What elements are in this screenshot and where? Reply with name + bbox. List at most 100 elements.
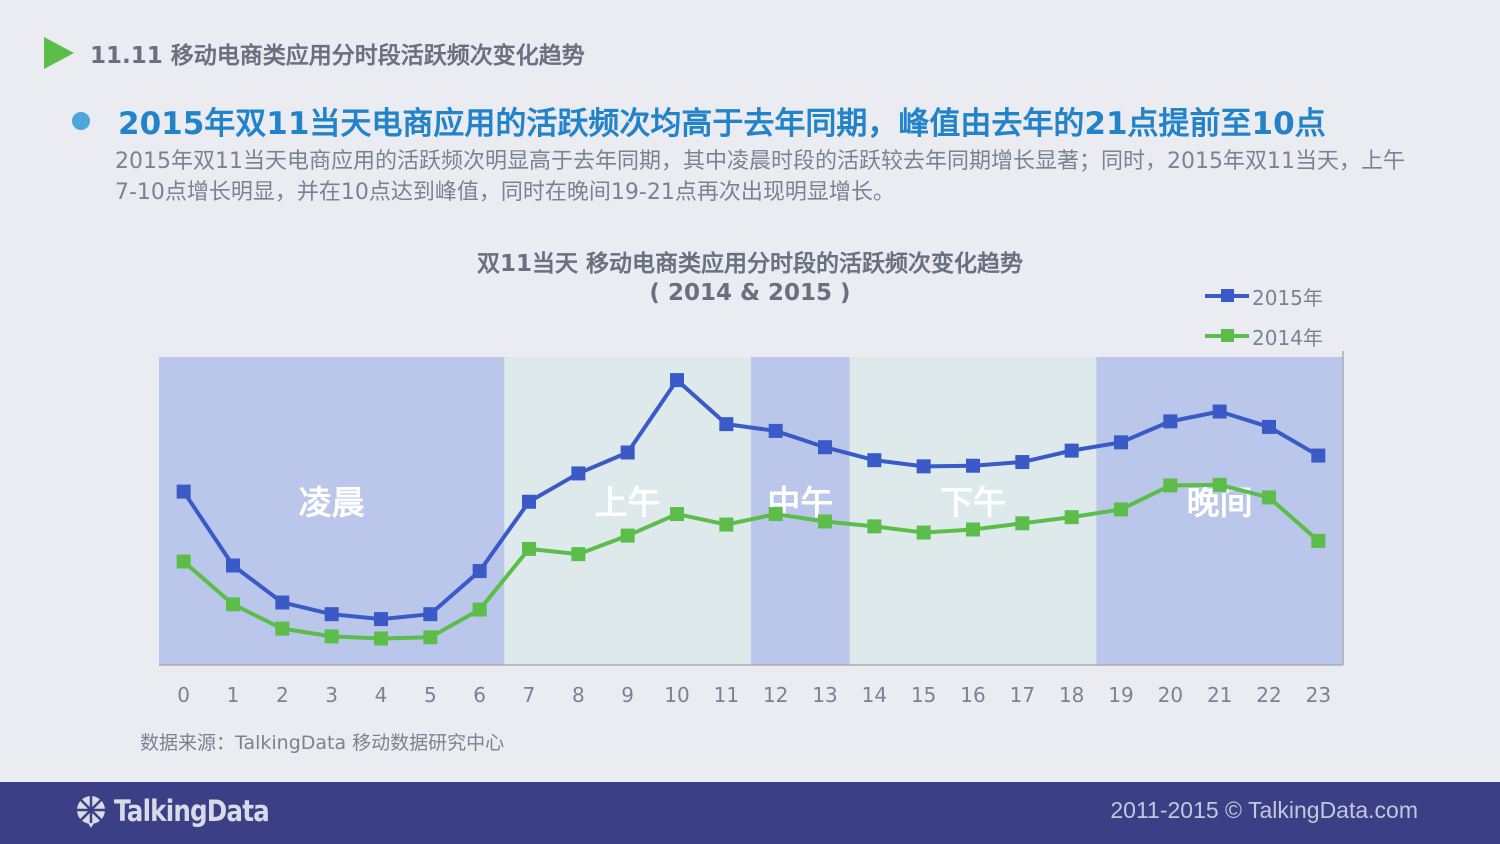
series-0-point-14 [867, 453, 882, 468]
series-1-point-10 [670, 507, 684, 522]
section-title: 11.11 移动电商类应用分时段活跃频次变化趋势 [90, 43, 585, 69]
logo-wheel-icon [77, 796, 105, 828]
period-label-3: 下午 [940, 483, 1006, 522]
x-tick-label-4: 4 [375, 683, 388, 707]
series-1-point-0 [176, 554, 191, 569]
series-1-point-22 [1262, 490, 1276, 505]
slide-header: 11.11 移动电商类应用分时段活跃频次变化趋势 [44, 36, 585, 70]
series-1-point-5 [423, 630, 438, 645]
series-1-point-20 [1163, 478, 1178, 493]
series-0-point-7 [522, 494, 536, 509]
x-tick-label-15: 15 [911, 683, 936, 707]
series-0-point-15 [916, 459, 931, 474]
x-tick-label-14: 14 [862, 683, 887, 707]
legend-item-2014: 2014年 [1205, 322, 1323, 350]
x-tick-label-6: 6 [473, 683, 486, 707]
series-0-point-2 [275, 595, 290, 610]
series-0-point-13 [818, 440, 832, 455]
chart-title-block: 双11当天 移动电商类应用分时段的活跃频次变化趋势 ( 2014 & 2015 … [400, 250, 1100, 308]
series-1-point-8 [571, 547, 586, 562]
bullet-dot-icon [72, 111, 90, 130]
series-1-point-21 [1212, 477, 1227, 492]
series-1-point-2 [275, 621, 290, 636]
series-1-point-16 [966, 522, 980, 537]
x-tick-label-9: 9 [621, 683, 634, 707]
chart-title: 双11当天 移动电商类应用分时段的活跃频次变化趋势 [476, 251, 1023, 277]
x-tick-label-8: 8 [572, 683, 585, 707]
series-0-point-0 [176, 484, 191, 499]
x-tick-label-12: 12 [763, 683, 788, 707]
series-1-point-13 [818, 514, 832, 529]
series-1-point-17 [1015, 516, 1030, 531]
description: 2015年双11当天电商应用的活跃频次明显高于去年同期，其中凌晨时段的活跃较去年… [115, 149, 1405, 205]
x-tick-label-22: 22 [1256, 683, 1281, 707]
legend-item-2015: 2015年 [1205, 282, 1323, 310]
headline-row: 2015年双11当天电商应用的活跃频次均高于去年同期，峰值由去年的21点提前至1… [72, 98, 1326, 143]
x-tick-label-20: 20 [1158, 683, 1183, 707]
series-line-0 [182, 378, 1320, 622]
series-0-point-18 [1064, 443, 1079, 458]
x-tick-label-21: 21 [1207, 683, 1232, 707]
series-0-point-17 [1015, 455, 1030, 470]
x-tick-label-16: 16 [960, 683, 985, 707]
series-1-point-18 [1064, 510, 1079, 525]
series-0-point-4 [374, 612, 388, 627]
legend-swatch-2015 [1205, 289, 1249, 302]
x-tick-label-23: 23 [1306, 683, 1331, 707]
series-1-point-3 [324, 629, 339, 644]
series-0-point-12 [768, 423, 783, 438]
x-tick-label-7: 7 [523, 683, 536, 707]
x-tick-label-18: 18 [1059, 683, 1084, 707]
series-1-point-11 [719, 517, 734, 532]
talkingdata-logo: TalkingData [74, 794, 296, 828]
series-1-point-23 [1311, 533, 1326, 548]
period-band-2 [751, 357, 850, 665]
x-tick-label-5: 5 [424, 683, 437, 707]
x-tick-label-10: 10 [664, 683, 689, 707]
chart-legend: 2015年 2014年 [1205, 282, 1323, 362]
x-tick-label-3: 3 [325, 683, 338, 707]
play-triangle-icon [44, 37, 74, 69]
x-tick-label-13: 13 [812, 683, 837, 707]
footer-bar: TalkingData 2011-2015 © TalkingData.com [0, 782, 1500, 844]
series-0-point-21 [1212, 404, 1227, 419]
series-1-point-12 [768, 507, 783, 522]
chart-subtitle: ( 2014 & 2015 ) [649, 280, 851, 306]
series-0-point-20 [1163, 414, 1178, 429]
headline: 2015年双11当天电商应用的活跃频次均高于去年同期，峰值由去年的21点提前至1… [118, 106, 1326, 142]
series-0-point-11 [719, 417, 734, 432]
x-tick-label-17: 17 [1010, 683, 1035, 707]
x-tick-label-1: 1 [227, 683, 240, 707]
series-0-point-9 [620, 445, 635, 460]
x-tick-label-2: 2 [276, 683, 289, 707]
legend-swatch-2014 [1205, 329, 1249, 342]
period-label-1: 上午 [595, 483, 661, 522]
series-0-point-10 [670, 373, 684, 388]
series-0-point-22 [1262, 419, 1276, 434]
legend-label-2015: 2015年 [1252, 285, 1323, 310]
series-0-point-16 [966, 458, 980, 473]
logo-text: TalkingData [114, 794, 270, 828]
period-label-0: 凌晨 [299, 483, 365, 522]
series-0-point-23 [1311, 448, 1326, 463]
series-1-point-9 [620, 528, 635, 543]
series-0-point-3 [324, 607, 339, 622]
x-tick-label-19: 19 [1108, 683, 1133, 707]
series-1-point-14 [867, 519, 882, 534]
series-0-point-1 [226, 558, 240, 573]
x-tick-label-0: 0 [177, 683, 190, 707]
series-0-point-6 [472, 564, 487, 579]
series-1-point-1 [226, 597, 240, 612]
data-source: 数据来源：TalkingData 移动数据研究中心 [140, 732, 505, 754]
series-1-point-4 [374, 631, 388, 646]
series-1-point-19 [1114, 502, 1128, 517]
series-0-point-5 [423, 607, 438, 622]
series-0-point-8 [571, 466, 586, 481]
series-line-1 [182, 482, 1320, 641]
series-0-point-19 [1114, 435, 1128, 450]
series-1-point-6 [472, 602, 487, 617]
series-1-point-7 [522, 541, 536, 556]
x-tick-label-11: 11 [714, 683, 739, 707]
series-1-point-15 [916, 525, 931, 540]
